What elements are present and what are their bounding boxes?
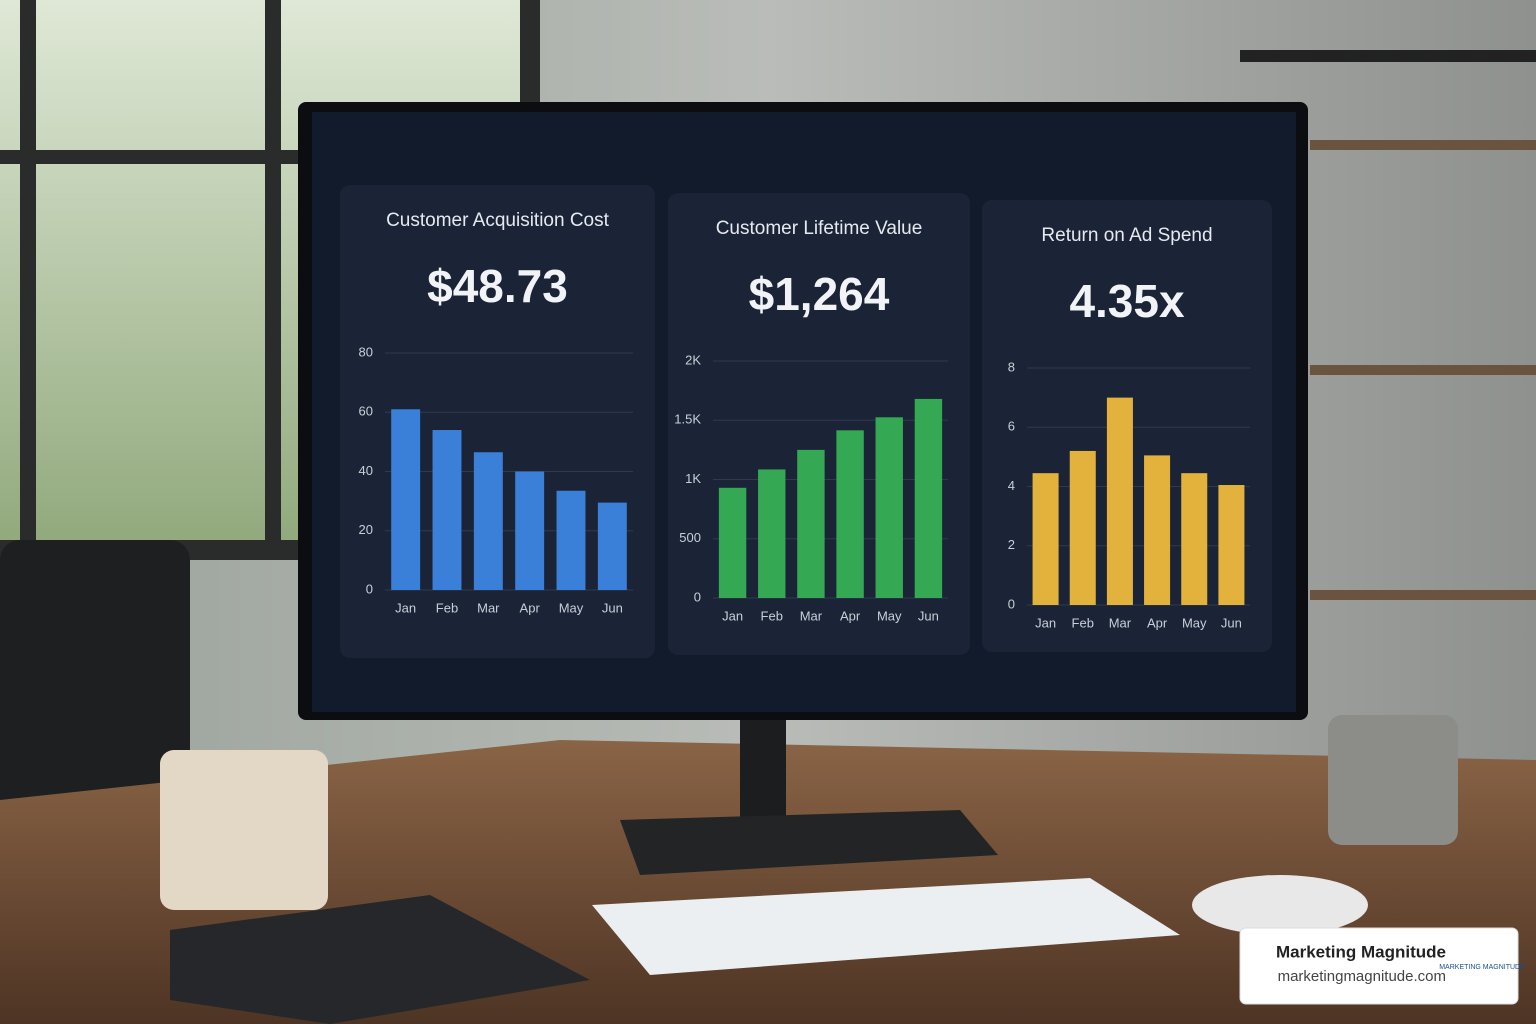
x-tick-label: Apr [840,608,861,623]
y-tick-label: 20 [359,522,373,537]
y-tick-label: 0 [694,589,701,604]
x-tick-label: Jun [918,608,939,623]
y-tick-label: 80 [359,344,373,359]
keyboard [592,878,1180,975]
y-tick-label: 2K [685,352,701,367]
y-tick-label: 500 [679,530,701,545]
chart-title: Customer Lifetime Value [716,218,923,239]
bar [718,487,747,598]
y-tick-label: 40 [359,463,373,478]
bar [1032,473,1059,605]
mouse [1192,875,1368,935]
bar [797,449,825,598]
bar [758,469,786,598]
bar [556,490,586,590]
x-tick-label: Apr [520,600,541,615]
x-tick-label: Feb [436,600,458,615]
kpi-value: $48.73 [427,260,568,312]
bar [836,430,864,598]
bar [914,398,943,598]
bar [597,502,627,590]
y-tick-label: 6 [1008,419,1015,434]
watermark-logo: MARKETING MAGNITUDE [1439,964,1525,971]
bar [875,417,903,598]
bar [432,430,462,590]
x-tick-label: Mar [800,608,823,623]
watermark-url: marketingmagnitude.com [1278,968,1446,985]
chart-title: Customer Acquisition Cost [386,210,610,231]
shelf [1310,590,1536,600]
y-tick-label: 60 [359,404,373,419]
x-tick-label: Jan [395,600,416,615]
shelf [1310,365,1536,375]
notebook [170,895,590,1024]
chair [0,540,190,840]
x-tick-label: Jan [722,608,743,623]
mug [160,750,328,910]
bar [1069,450,1096,605]
chart-title: Return on Ad Spend [1041,225,1212,246]
x-tick-label: May [877,608,902,623]
y-tick-label: 8 [1008,359,1015,374]
x-tick-label: Jun [1221,615,1242,630]
x-tick-label: May [1182,615,1207,630]
bar [1181,473,1208,605]
watermark-box [1239,927,1519,1005]
kpi-value: 4.35x [1069,275,1185,327]
y-tick-label: 2 [1008,537,1015,552]
bar [1144,455,1171,605]
x-tick-label: Apr [1147,615,1168,630]
shelf [1310,140,1536,150]
y-tick-label: 0 [1008,596,1015,611]
y-tick-label: 1.5K [674,412,701,427]
y-tick-label: 4 [1008,478,1015,493]
bar [391,409,421,590]
y-tick-label: 0 [366,581,373,596]
x-tick-label: Mar [477,600,500,615]
y-tick-label: 1K [685,471,701,486]
plant-pot [1328,715,1458,845]
bar [1106,397,1133,605]
x-tick-label: Feb [1072,615,1094,630]
bar [515,471,545,590]
monitor-stand [740,715,786,825]
x-tick-label: May [559,600,584,615]
monitor-base [620,810,998,875]
bar [473,452,503,590]
shelf-frame [1240,50,1536,62]
kpi-value: $1,264 [749,268,890,320]
x-tick-label: Mar [1109,615,1132,630]
x-tick-label: Feb [761,608,783,623]
watermark-brand: Marketing Magnitude [1276,942,1446,961]
x-tick-label: Jun [602,600,623,615]
bar [1218,485,1245,605]
x-tick-label: Jan [1035,615,1056,630]
